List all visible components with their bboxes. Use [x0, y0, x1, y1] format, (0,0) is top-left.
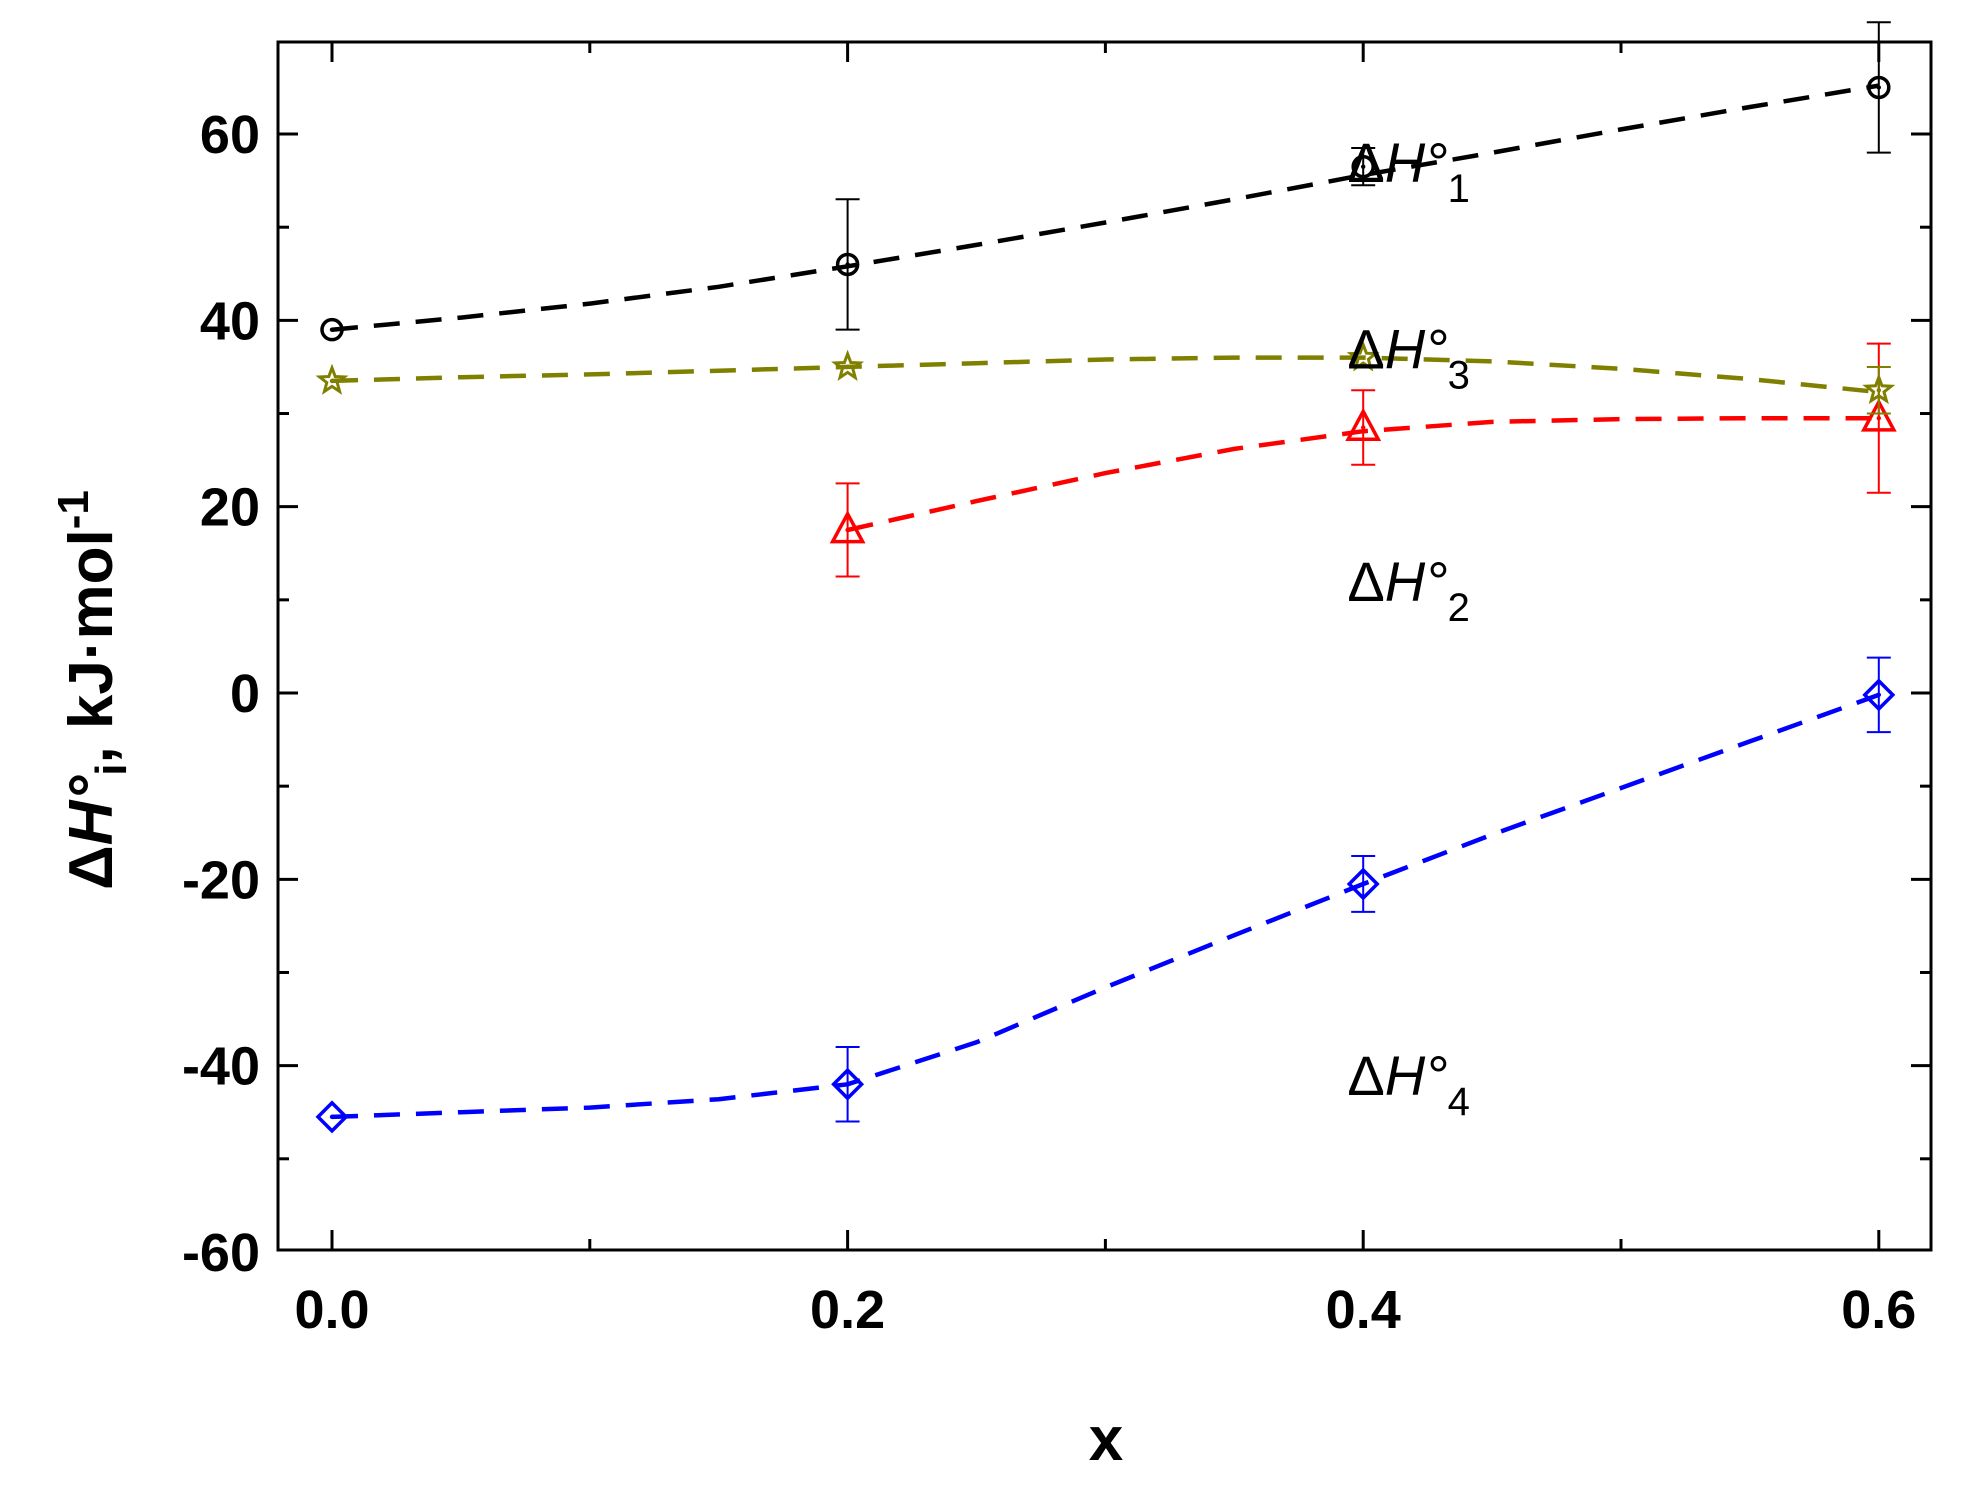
- point-star: [1862, 372, 1896, 405]
- series-label-symbol: H°: [1385, 1044, 1448, 1107]
- data-point: [1867, 75, 1891, 100]
- point-center-dot: [329, 1114, 335, 1120]
- point-diamond: [1862, 678, 1896, 712]
- point-center-dot: [1876, 388, 1882, 393]
- data-point: [1862, 678, 1896, 712]
- x-tick-label: 0.4: [1326, 1280, 1401, 1340]
- y-axis-title-symbol: H°: [57, 775, 126, 846]
- point-center-dot: [1876, 85, 1882, 90]
- series-4: [315, 656, 1896, 1134]
- data-point: [835, 252, 860, 277]
- point-star: [831, 349, 865, 381]
- y-axis-title-subscript: i: [87, 764, 136, 776]
- y-axis-title-unit-exponent: -1: [49, 490, 98, 529]
- point-center-dot: [1876, 415, 1882, 421]
- series-label-delta: Δ: [1347, 1044, 1384, 1107]
- data-point: [1345, 407, 1382, 441]
- x-tick-label: 0.0: [294, 1280, 369, 1340]
- series-label-symbol: H°: [1385, 131, 1448, 194]
- data-point: [1346, 867, 1380, 901]
- y-tick-label: 60: [200, 105, 260, 165]
- point-triangle: [829, 510, 866, 544]
- point-center-dot: [845, 527, 850, 533]
- series-label-delta: Δ: [1347, 550, 1384, 613]
- point-center-dot: [1361, 425, 1366, 430]
- data-point: [831, 349, 865, 381]
- series-label-delta: Δ: [1347, 131, 1384, 194]
- series-label-2: ΔH°2: [1347, 550, 1470, 630]
- series-label-4: ΔH°4: [1347, 1044, 1470, 1124]
- point-diamond: [831, 1067, 865, 1101]
- series-line: [331, 355, 1880, 395]
- series-1: [320, 21, 1891, 342]
- data-point: [1351, 154, 1375, 179]
- y-tick-label: -60: [182, 1223, 260, 1283]
- point-center-dot: [845, 262, 850, 267]
- point-center-dot: [329, 327, 335, 332]
- series-label-subscript: 3: [1448, 353, 1470, 397]
- data-point: [315, 363, 349, 395]
- series-layer: [315, 21, 1897, 1134]
- data-point: [1860, 398, 1897, 432]
- point-center-dot: [845, 1082, 850, 1087]
- y-tick-label: 40: [200, 291, 260, 351]
- series-label-subscript: 2: [1448, 586, 1470, 630]
- point-center-dot: [845, 364, 850, 370]
- series-label-1: ΔH°1: [1347, 131, 1470, 211]
- point-star: [315, 363, 349, 395]
- point-circle: [1351, 154, 1375, 179]
- point-triangle: [1345, 407, 1382, 441]
- series-label-3: ΔH°3: [1347, 317, 1470, 397]
- x-axis-title: x: [1089, 1405, 1124, 1474]
- data-point: [1346, 340, 1380, 372]
- series-line: [331, 692, 1880, 1120]
- series-2: [829, 342, 1897, 578]
- series-label-symbol: H°: [1385, 550, 1448, 613]
- x-tick-label: 0.6: [1841, 1280, 1916, 1340]
- point-circle: [835, 252, 860, 277]
- point-center-dot: [1361, 881, 1366, 887]
- y-axis-title: ΔH°i, kJ·mol-1: [49, 490, 136, 890]
- y-tick-label: -20: [182, 850, 260, 910]
- series-label-symbol: H°: [1385, 317, 1448, 380]
- y-axis-title-delta: Δ: [57, 845, 126, 890]
- y-axis-title-unit: , kJ·mol: [57, 529, 126, 763]
- data-point: [1862, 372, 1896, 405]
- point-circle: [320, 317, 344, 342]
- point-center-dot: [1361, 164, 1366, 169]
- ticks-layer: [278, 42, 1931, 1250]
- y-tick-label: -40: [182, 1037, 260, 1097]
- point-diamond: [315, 1100, 349, 1134]
- series-label-delta: Δ: [1347, 317, 1384, 380]
- series-label-subscript: 1: [1448, 167, 1470, 211]
- point-circle: [1867, 75, 1891, 100]
- point-center-dot: [1361, 355, 1366, 360]
- series-3: [315, 340, 1896, 415]
- point-center-dot: [329, 378, 335, 384]
- point-center-dot: [1876, 692, 1882, 698]
- data-point: [320, 317, 344, 342]
- series-label-subscript: 4: [1448, 1080, 1470, 1124]
- data-point: [829, 510, 866, 544]
- point-star: [1346, 340, 1380, 372]
- point-triangle: [1860, 398, 1897, 432]
- x-tick-label: 0.2: [810, 1280, 885, 1340]
- y-tick-label: 20: [200, 478, 260, 538]
- data-point: [315, 1100, 349, 1134]
- y-tick-label: 0: [230, 664, 260, 724]
- series-line: [331, 83, 1880, 332]
- point-diamond: [1346, 867, 1380, 901]
- data-point: [831, 1067, 865, 1101]
